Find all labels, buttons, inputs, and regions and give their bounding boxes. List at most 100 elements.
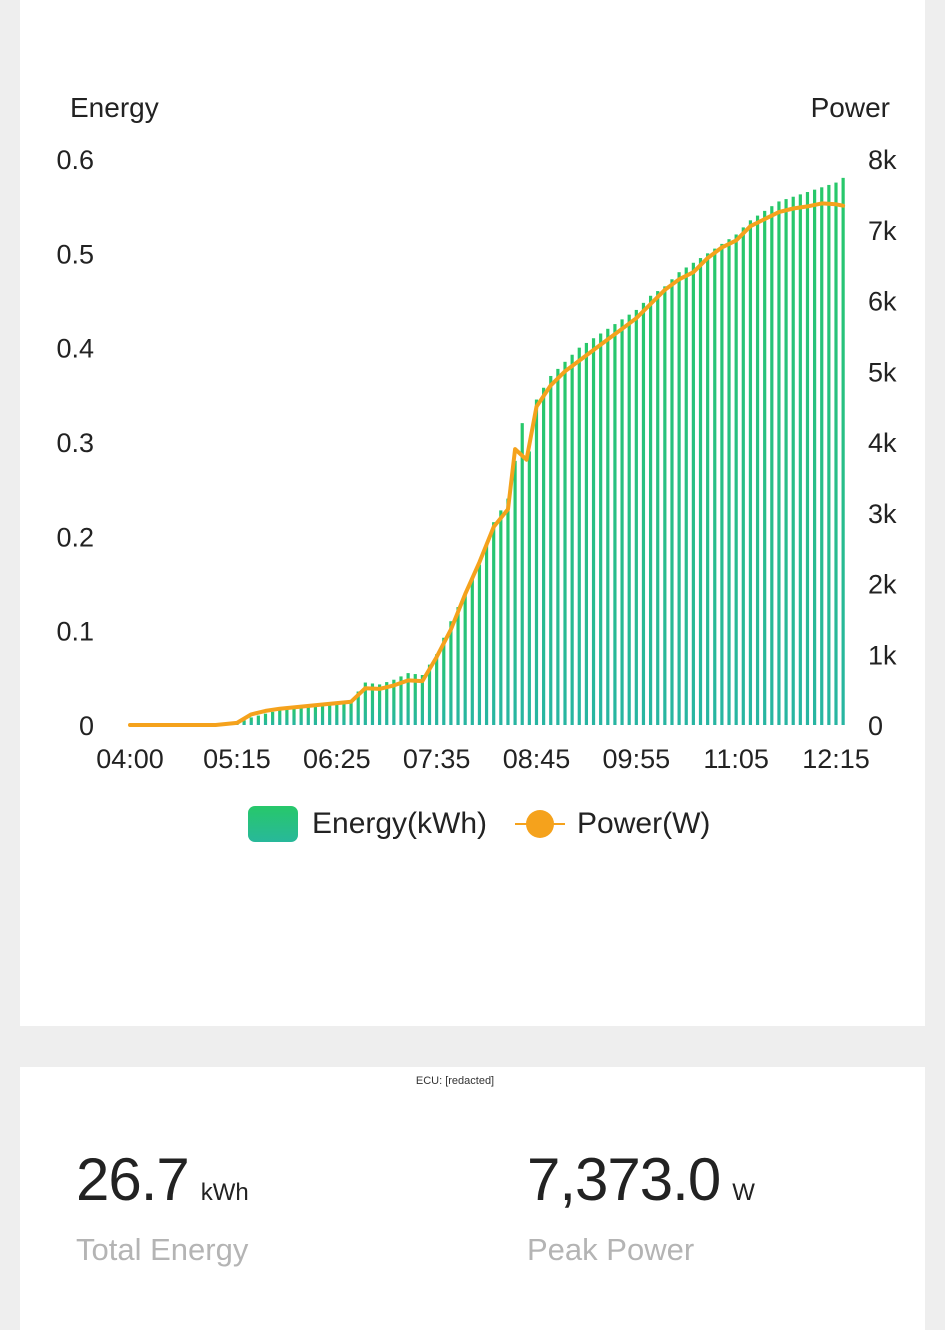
energy-bar[interactable] (770, 206, 774, 725)
energy-bar[interactable] (242, 720, 246, 725)
energy-bar[interactable] (641, 302, 646, 725)
energy-bar[interactable] (813, 189, 817, 726)
x-tick-label: 05:15 (203, 744, 271, 774)
energy-bar[interactable] (442, 637, 446, 725)
energy-bar[interactable] (499, 510, 503, 725)
power-legend-label[interactable]: Power(W) (577, 807, 711, 840)
energy-bar[interactable] (377, 684, 382, 725)
energy-bar[interactable] (713, 248, 717, 725)
power-line[interactable] (128, 201, 846, 727)
energy-bar[interactable] (748, 220, 753, 726)
energy-bar[interactable] (349, 700, 353, 725)
energy-bar[interactable] (549, 375, 553, 725)
y-right-tick-label: 5k (868, 357, 897, 387)
energy-bar[interactable] (820, 187, 824, 726)
energy-bar[interactable] (620, 319, 624, 725)
energy-bar[interactable] (328, 703, 332, 725)
energy-bar[interactable] (506, 498, 510, 725)
energy-bar[interactable] (527, 451, 531, 725)
energy-bar[interactable] (648, 295, 653, 725)
energy-bar[interactable] (599, 333, 603, 725)
energy-bar[interactable] (399, 676, 403, 725)
y-right-axis-title: Power (811, 92, 890, 123)
energy-bar[interactable] (306, 706, 310, 725)
energy-bar[interactable] (627, 314, 631, 725)
energy-bar[interactable] (313, 705, 318, 725)
energy-bar[interactable] (734, 234, 738, 725)
energy-bar[interactable] (727, 239, 731, 725)
energy-bar[interactable] (677, 272, 681, 725)
energy-bar[interactable] (406, 673, 410, 725)
ecu-label: ECU: [redacted] (415, 1075, 495, 1087)
energy-bar[interactable] (784, 199, 788, 725)
energy-bar[interactable] (249, 717, 253, 725)
energy-bar[interactable] (834, 182, 838, 726)
energy-bar[interactable] (363, 682, 367, 725)
energy-bar[interactable] (449, 621, 453, 725)
energy-legend-label[interactable]: Energy(kWh) (312, 807, 488, 840)
peak-power-unit: W (732, 1179, 755, 1206)
energy-bar[interactable] (755, 215, 760, 725)
energy-bar[interactable] (513, 460, 517, 725)
energy-bar[interactable] (256, 715, 260, 725)
energy-bar[interactable] (656, 291, 660, 725)
energy-bar[interactable] (463, 592, 467, 725)
energy-bar[interactable] (534, 399, 539, 725)
energy-bar[interactable] (570, 354, 574, 725)
energy-bar[interactable] (720, 243, 724, 725)
energy-bar[interactable] (292, 708, 296, 725)
power-legend-marker[interactable] (515, 806, 566, 842)
energy-bar[interactable] (320, 704, 325, 725)
energy-bar[interactable] (477, 564, 482, 725)
energy-bar[interactable] (563, 361, 567, 725)
energy-bar[interactable] (420, 675, 424, 725)
energy-bar[interactable] (470, 578, 474, 725)
energy-bar[interactable] (556, 368, 560, 725)
energy-bar[interactable] (299, 707, 303, 725)
energy-bar[interactable] (798, 194, 802, 725)
energy-bar[interactable] (706, 253, 710, 726)
energy-bar[interactable] (777, 201, 781, 725)
y-left-tick-label: 0.6 (56, 145, 94, 175)
energy-bar[interactable] (278, 709, 282, 725)
energy-bar[interactable] (791, 196, 795, 725)
energy-bar[interactable] (741, 227, 745, 725)
energy-bar[interactable] (663, 286, 667, 725)
energy-bar[interactable] (520, 423, 524, 725)
energy-bar[interactable] (691, 262, 695, 725)
energy-bar[interactable] (335, 702, 339, 725)
y-left-tick-label: 0.2 (56, 522, 94, 552)
energy-bar[interactable] (841, 177, 845, 725)
energy-bar[interactable] (670, 279, 674, 725)
energy-bar[interactable] (805, 192, 810, 725)
energy-bar[interactable] (492, 522, 496, 725)
energy-bar[interactable] (591, 338, 596, 725)
energy-legend-swatch[interactable] (248, 806, 298, 842)
energy-bar[interactable] (263, 713, 268, 725)
energy-bar[interactable] (684, 267, 688, 725)
energy-bar[interactable] (827, 184, 831, 726)
energy-bar[interactable] (427, 664, 432, 725)
energy-bar[interactable] (577, 347, 581, 725)
energy-bar[interactable] (370, 683, 375, 725)
x-tick-label: 12:15 (802, 744, 870, 774)
energy-bar[interactable] (634, 309, 638, 725)
energy-bar[interactable] (606, 328, 610, 725)
energy-bar[interactable] (613, 324, 617, 725)
energy-bar[interactable] (413, 674, 417, 725)
energy-bar[interactable] (356, 691, 360, 725)
total-energy-unit: kWh (200, 1179, 249, 1206)
energy-bar[interactable] (435, 654, 439, 725)
y-left-tick-label: 0 (79, 711, 94, 741)
energy-bar[interactable] (285, 708, 289, 725)
energy-bar[interactable] (271, 711, 275, 725)
energy-bar[interactable] (698, 258, 703, 725)
energy-bar[interactable] (456, 607, 460, 725)
energy-bar[interactable] (385, 682, 389, 725)
energy-bar[interactable] (484, 543, 489, 725)
energy-bar[interactable] (392, 679, 396, 725)
energy-bar[interactable] (542, 387, 546, 725)
energy-bar[interactable] (584, 342, 589, 725)
energy-bar[interactable] (763, 210, 767, 726)
energy-bar[interactable] (342, 701, 346, 725)
